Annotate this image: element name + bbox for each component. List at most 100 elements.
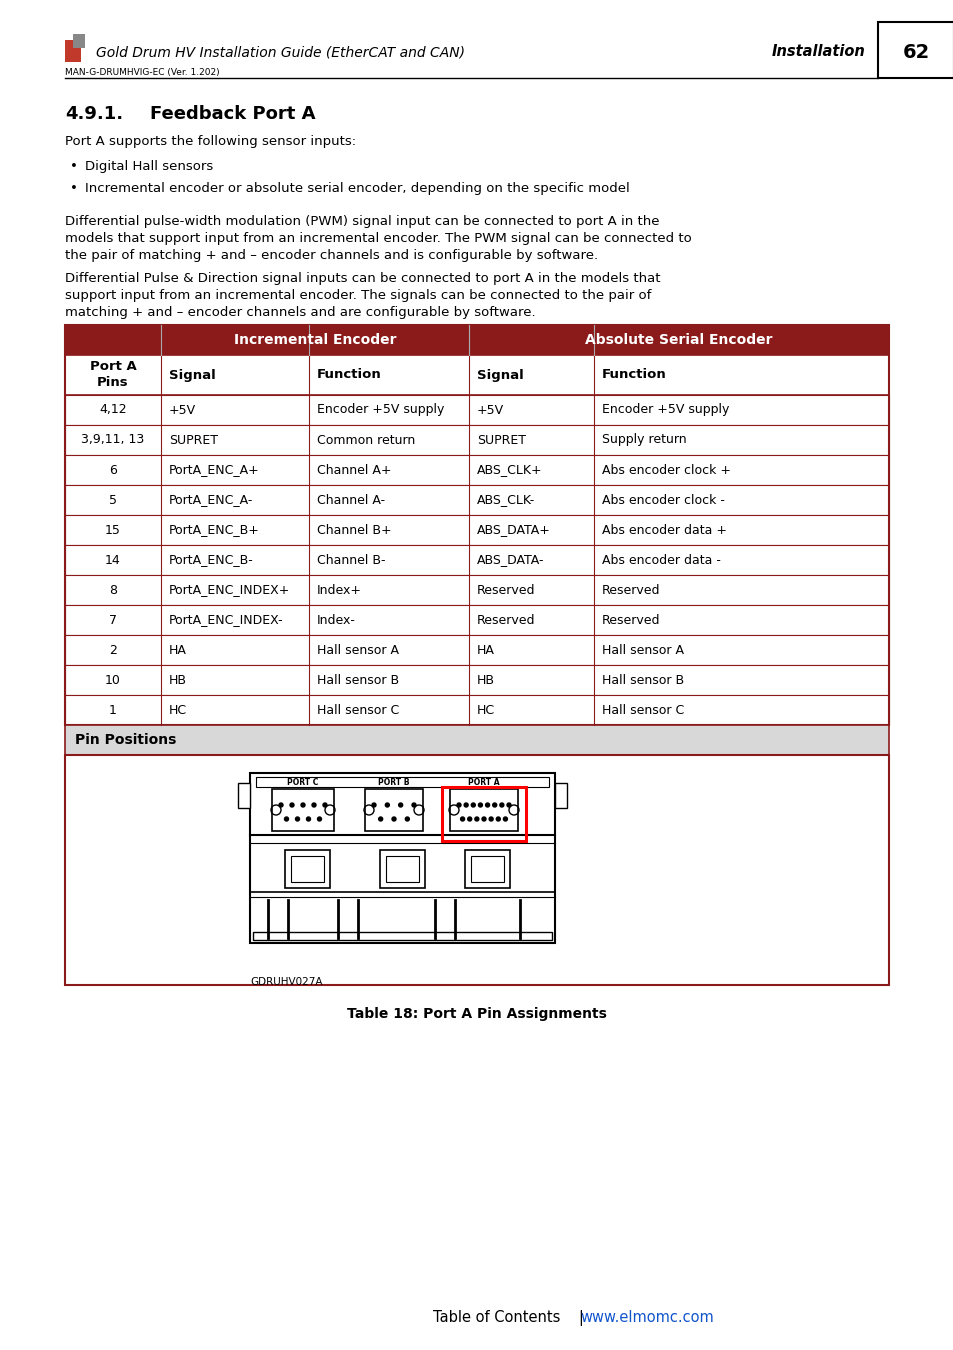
Text: Encoder +5V supply: Encoder +5V supply [316, 404, 444, 417]
Circle shape [496, 817, 499, 821]
Text: 8: 8 [109, 583, 117, 597]
Circle shape [477, 803, 482, 807]
Bar [73, 34, 85, 49]
Bar [65, 40, 81, 62]
Bar [450, 788, 517, 832]
Text: Common return: Common return [316, 433, 415, 447]
Text: GDRUHV027A: GDRUHV027A [250, 977, 322, 987]
Text: HB: HB [169, 674, 187, 687]
Circle shape [492, 803, 497, 807]
Text: SUPRET: SUPRET [476, 433, 525, 447]
Text: 5: 5 [109, 494, 117, 506]
Text: Incremental encoder or absolute serial encoder, depending on the specific model: Incremental encoder or absolute serial e… [85, 182, 629, 194]
Text: ABS_CLK-: ABS_CLK- [476, 494, 535, 506]
Circle shape [481, 817, 485, 821]
Text: PortA_ENC_INDEX+: PortA_ENC_INDEX+ [169, 583, 290, 597]
Text: www.elmomc.com: www.elmomc.com [579, 1310, 713, 1324]
Bar [379, 850, 424, 888]
Text: Supply return: Supply return [601, 433, 686, 447]
Bar [65, 396, 888, 425]
Bar [255, 778, 548, 787]
Bar [555, 783, 566, 809]
Text: matching + and – encoder channels and are configurable by software.: matching + and – encoder channels and ar… [65, 306, 535, 319]
Text: PORT A: PORT A [468, 778, 499, 787]
Text: Differential Pulse & Direction signal inputs can be connected to port A in the m: Differential Pulse & Direction signal in… [65, 271, 659, 285]
Bar [285, 850, 330, 888]
Circle shape [464, 803, 468, 807]
Text: Absolute Serial Encoder: Absolute Serial Encoder [584, 333, 772, 347]
Text: Index+: Index+ [316, 583, 361, 597]
Text: ABS_CLK+: ABS_CLK+ [476, 463, 542, 477]
Circle shape [475, 817, 478, 821]
Text: Hall sensor B: Hall sensor B [601, 674, 683, 687]
Text: •: • [70, 161, 78, 173]
Circle shape [323, 803, 327, 807]
Text: Table of Contents: Table of Contents [432, 1310, 559, 1324]
Bar [291, 856, 324, 882]
Text: Hall sensor A: Hall sensor A [316, 644, 398, 656]
Text: Feedback Port A: Feedback Port A [150, 105, 315, 123]
Text: Index-: Index- [316, 613, 355, 626]
Bar [65, 514, 888, 545]
Text: ABS_DATA-: ABS_DATA- [476, 554, 544, 567]
Text: Signal: Signal [169, 369, 215, 382]
Bar [65, 325, 888, 725]
Text: 62: 62 [902, 42, 928, 62]
Bar [65, 725, 888, 755]
Bar [65, 755, 888, 986]
Circle shape [506, 803, 511, 807]
Text: PortA_ENC_B-: PortA_ENC_B- [169, 554, 253, 567]
Text: PortA_ENC_INDEX-: PortA_ENC_INDEX- [169, 613, 283, 626]
Text: SUPRET: SUPRET [169, 433, 218, 447]
Text: Hall sensor A: Hall sensor A [601, 644, 683, 656]
Circle shape [372, 803, 375, 807]
Text: Function: Function [601, 369, 666, 382]
Circle shape [503, 817, 507, 821]
Text: •: • [70, 182, 78, 194]
Text: 2: 2 [109, 644, 117, 656]
Text: 15: 15 [105, 524, 121, 536]
Bar [65, 666, 888, 695]
Circle shape [301, 803, 305, 807]
Bar [65, 325, 888, 355]
Text: Function: Function [316, 369, 381, 382]
Text: 3,9,11, 13: 3,9,11, 13 [81, 433, 145, 447]
Bar [65, 695, 888, 725]
Bar [65, 355, 888, 396]
Bar [441, 787, 525, 841]
Circle shape [489, 817, 493, 821]
Text: 14: 14 [105, 554, 121, 567]
Text: Abs encoder data -: Abs encoder data - [601, 554, 720, 567]
Text: Table 18: Port A Pin Assignments: Table 18: Port A Pin Assignments [347, 1007, 606, 1021]
Text: |: | [564, 1310, 583, 1326]
Text: +5V: +5V [169, 404, 196, 417]
Text: Installation: Installation [771, 45, 864, 59]
Text: Channel A-: Channel A- [316, 494, 385, 506]
Text: 4.9.1.: 4.9.1. [65, 105, 123, 123]
Circle shape [284, 817, 288, 821]
Bar [237, 783, 250, 809]
Text: Port A supports the following sensor inputs:: Port A supports the following sensor inp… [65, 135, 355, 148]
Bar [65, 455, 888, 485]
Text: Pin Positions: Pin Positions [75, 733, 176, 747]
Text: Differential pulse-width modulation (PWM) signal input can be connected to port : Differential pulse-width modulation (PWM… [65, 215, 659, 228]
Circle shape [405, 817, 409, 821]
Bar [250, 774, 555, 944]
Text: PORT C: PORT C [287, 778, 318, 787]
Circle shape [290, 803, 294, 807]
Circle shape [306, 817, 310, 821]
Text: 7: 7 [109, 613, 117, 626]
Text: ABS_DATA+: ABS_DATA+ [476, 524, 550, 536]
Text: Abs encoder data +: Abs encoder data + [601, 524, 726, 536]
Circle shape [295, 817, 299, 821]
Text: PortA_ENC_B+: PortA_ENC_B+ [169, 524, 259, 536]
Text: HA: HA [476, 644, 495, 656]
Text: 1: 1 [109, 703, 117, 717]
Circle shape [278, 803, 283, 807]
Text: the pair of matching + and – encoder channels and is configurable by software.: the pair of matching + and – encoder cha… [65, 248, 598, 262]
Circle shape [312, 803, 315, 807]
Text: models that support input from an incremental encoder. The PWM signal can be con: models that support input from an increm… [65, 232, 691, 244]
Text: Reserved: Reserved [476, 583, 535, 597]
Text: PortA_ENC_A+: PortA_ENC_A+ [169, 463, 259, 477]
Circle shape [412, 803, 416, 807]
